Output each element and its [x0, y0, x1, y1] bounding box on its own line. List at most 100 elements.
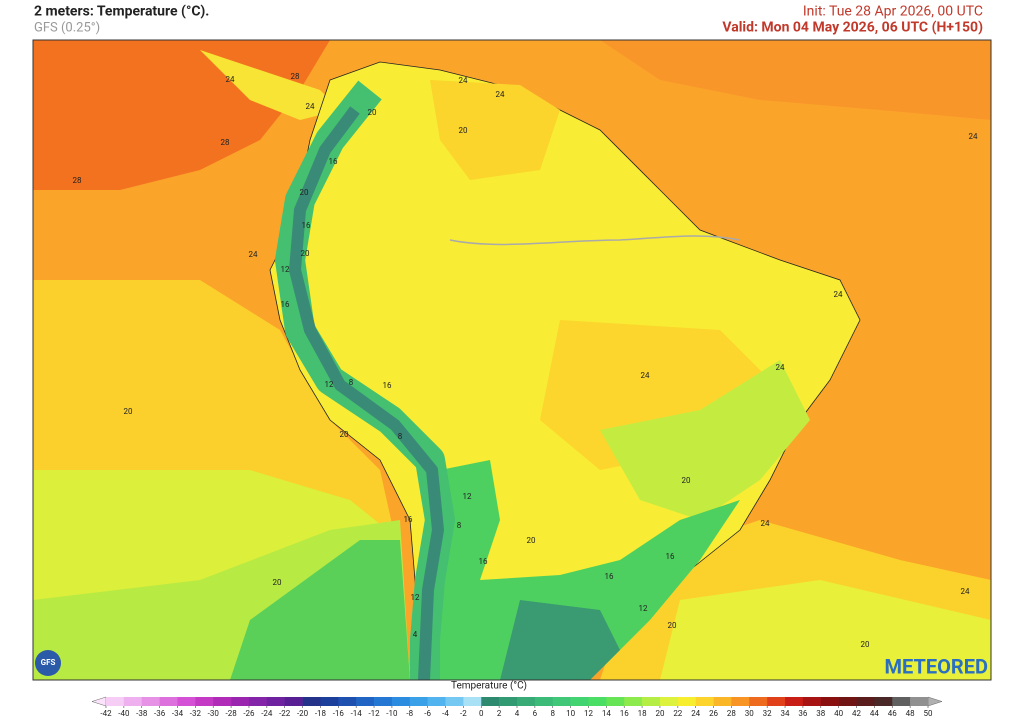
colorbar-bin	[570, 697, 589, 706]
contour-label: 16	[383, 381, 392, 390]
colorbar-bin	[874, 697, 893, 706]
colorbar-bin	[427, 697, 446, 706]
colorbar-bin	[767, 697, 786, 706]
colorbar-bin	[409, 697, 428, 706]
colorbar-bin	[534, 697, 554, 706]
colorbar-bin	[892, 697, 911, 706]
colorbar-tick-label: -42	[100, 709, 112, 718]
colorbar-bin	[106, 697, 125, 706]
colorbar-tick-label: 38	[816, 709, 825, 718]
colorbar: -42 -40 -38 -36 -34 -32 -30 -28 -26 -24 -22 -20 -18-…	[91, 696, 943, 718]
colorbar-bin	[177, 697, 196, 706]
colorbar-bin	[445, 697, 464, 706]
colorbar-tick-label: 14	[602, 709, 611, 718]
colorbar-tick-label: -2	[460, 709, 467, 718]
colorbar-tick-label: 18	[638, 709, 647, 718]
contour-label: 12	[411, 593, 420, 602]
contour-label: 20	[340, 430, 349, 439]
colorbar-bin	[141, 697, 160, 706]
cold-ocean	[230, 540, 410, 680]
colorbar-bin	[248, 697, 268, 706]
colorbar-tick-label: 8	[550, 709, 555, 718]
contour-label: 24	[496, 90, 505, 99]
colorbar-tick-label: 12	[584, 709, 593, 718]
colorbar-tick-label: -32	[190, 709, 202, 718]
colorbar-tick-label: -26	[243, 709, 255, 718]
colorbar-bin	[338, 697, 357, 706]
colorbar-tick-label: 2	[497, 709, 502, 718]
colorbar-bin	[552, 697, 571, 706]
colorbar-bin	[266, 697, 285, 706]
colorbar-under	[91, 696, 107, 707]
contour-label: 4	[413, 630, 418, 639]
contour-label: 16	[281, 300, 290, 309]
colorbar-bin	[463, 697, 482, 706]
cold-area	[500, 600, 620, 680]
colorbar-tick-label: 36	[798, 709, 807, 718]
contour-label: 20	[300, 188, 309, 197]
warm-area	[430, 80, 560, 180]
logo-badge	[35, 650, 61, 676]
colorbar-bin	[123, 697, 143, 706]
contour-label: 20	[527, 536, 536, 545]
colorbar-tick-label: 40	[834, 709, 843, 718]
model: GFS (0.25°)	[34, 20, 100, 35]
colorbar-tick-label: -14	[351, 709, 363, 718]
colorbar-tick-label: -36	[154, 709, 166, 718]
colorbar-label: Temperature (°C)	[451, 680, 527, 692]
colorbar-tick-label: 34	[781, 709, 790, 718]
map: 24 28 24 28 28 24 24 20 20 16 20 24 16 24 12 20 16 24 24 20…	[32, 39, 992, 681]
contour-label: 28	[221, 138, 230, 147]
colorbar-bin	[731, 697, 750, 706]
contour-label: 24	[961, 587, 970, 596]
colorbar-tick-label: -16	[333, 709, 345, 718]
contour-label: 28	[291, 72, 300, 81]
contour-label: 24	[761, 519, 770, 528]
contour-label: 16	[404, 515, 413, 524]
colorbar-bin	[499, 697, 518, 706]
colorbar-tick-label: -40	[118, 709, 130, 718]
contour-label: 24	[459, 76, 468, 85]
contour-label: 24	[249, 250, 258, 259]
contour-label: 12	[281, 265, 290, 274]
colorbar-bin	[695, 697, 714, 706]
warm-ocean	[600, 40, 991, 120]
contour-label: 16	[666, 552, 675, 561]
colorbar-bin	[802, 697, 822, 706]
contour-label: 20	[459, 126, 468, 135]
contour-label: 24	[226, 75, 235, 84]
contour-label: 20	[124, 407, 133, 416]
contour-label: 16	[302, 221, 311, 230]
colorbar-tick-label: 22	[673, 709, 682, 718]
colorbar-tick-label: 20	[655, 709, 664, 718]
central-america	[200, 50, 340, 120]
contour-label: 20	[668, 621, 677, 630]
colorbar-tick-label: 30	[745, 709, 754, 718]
colorbar-tick-label: -22	[279, 709, 291, 718]
colorbar-bin	[838, 697, 857, 706]
colorbar-tick-label: 32	[763, 709, 772, 718]
contour-label: 20	[861, 640, 870, 649]
contour-label: 24	[834, 290, 843, 299]
contour-label: 24	[776, 363, 785, 372]
colorbar-tick-label: 10	[566, 709, 575, 718]
contour-label: 12	[463, 492, 472, 501]
colorbar-tick-label: 44	[870, 709, 879, 718]
cool-ocean	[660, 580, 991, 680]
colorbar-tick-label: 26	[709, 709, 718, 718]
colorbar-bin	[820, 697, 839, 706]
colorbar-tick-label: 48	[906, 709, 915, 718]
contour-label: 12	[639, 604, 648, 613]
contour-label: 20	[273, 578, 282, 587]
colorbar-bin	[195, 697, 214, 706]
valid-time: Valid: Mon 04 May 2026, 06 UTC (H+150)	[722, 20, 983, 36]
colorbar-bin	[356, 697, 375, 706]
colorbar-bin	[231, 697, 250, 706]
contour-label: 12	[325, 380, 334, 389]
colorbar-bin	[391, 697, 411, 706]
colorbar-bin	[856, 697, 875, 706]
colorbar-tick-label: 4	[515, 709, 520, 718]
andes-high	[289, 106, 444, 680]
colorbar-tick-label: -24	[261, 709, 273, 718]
colorbar-tick-label: 0	[479, 709, 484, 718]
